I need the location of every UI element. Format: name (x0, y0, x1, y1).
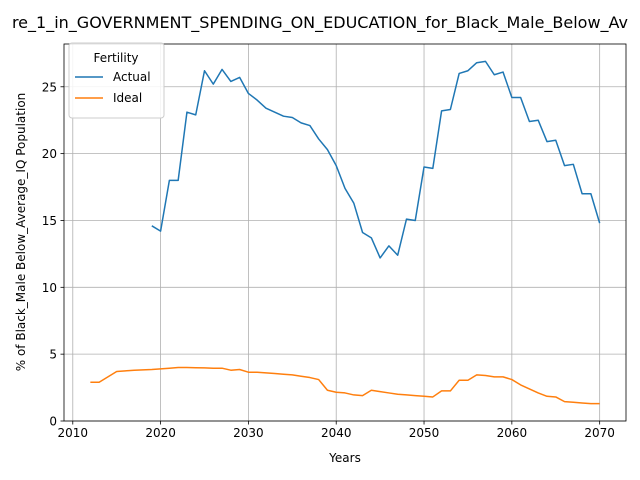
y-tick-label: 10 (42, 281, 57, 295)
x-axis-label: Years (328, 451, 361, 465)
x-tick-label: 2050 (409, 426, 440, 440)
x-tick-label: 2070 (584, 426, 615, 440)
legend-title: Fertility (93, 51, 138, 65)
series-line-ideal (90, 366, 600, 405)
x-tick-label: 2030 (233, 426, 264, 440)
series-lines (90, 60, 601, 405)
y-axis-label: % of Black_Male Below_Average_IQ Populat… (14, 93, 28, 372)
x-tick-label: 2040 (321, 426, 352, 440)
x-tick-label: 2010 (58, 426, 89, 440)
y-tick-label: 0 (49, 415, 57, 429)
legend-label-ideal: Ideal (113, 91, 142, 105)
y-tick-label: 20 (42, 147, 57, 161)
axis-ticks: 2010 2020 2030 2040 2050 2060 2070 0 5 10 15 20 25 (42, 80, 615, 440)
y-tick-label: 5 (49, 348, 57, 362)
chart-title: re_1_in_GOVERNMENT_SPENDING_ON_EDUCATION… (12, 13, 628, 33)
legend-box (68, 42, 165, 119)
y-tick-label: 15 (42, 214, 57, 228)
plot-area-frame (63, 43, 627, 422)
x-tick-label: 2060 (497, 426, 528, 440)
legend: Fertility Actual Ideal (68, 42, 165, 119)
x-tick-label: 2020 (145, 426, 176, 440)
legend-label-actual: Actual (113, 70, 151, 84)
series-line-actual (151, 60, 601, 259)
y-tick-label: 25 (42, 80, 57, 94)
